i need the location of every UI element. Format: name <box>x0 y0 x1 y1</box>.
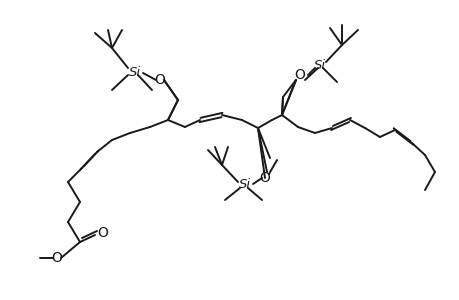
Text: O: O <box>259 171 270 185</box>
Text: O: O <box>154 73 165 87</box>
Text: O: O <box>51 251 62 265</box>
Text: O: O <box>97 226 108 240</box>
Text: Si: Si <box>239 178 251 191</box>
Text: Si: Si <box>313 58 325 71</box>
Text: O: O <box>294 68 305 82</box>
Text: Si: Si <box>129 65 141 79</box>
